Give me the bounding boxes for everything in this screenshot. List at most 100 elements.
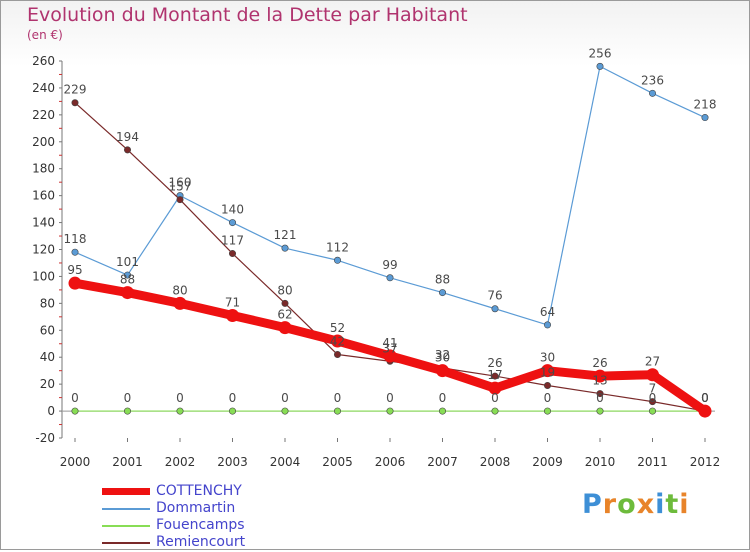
y-tick-label: 60 — [40, 323, 55, 337]
data-point-cottenchy — [436, 364, 449, 378]
x-tick-label: 2006 — [375, 455, 406, 469]
data-label-dommartin: 64 — [540, 305, 555, 319]
data-label-remiencourt: 229 — [64, 83, 87, 97]
data-label-fouencamps: 0 — [701, 391, 709, 405]
data-point-cottenchy — [226, 308, 239, 322]
data-point-remiencourt — [124, 146, 132, 154]
data-label-remiencourt: 13 — [592, 374, 607, 388]
data-point-dommartin — [281, 244, 289, 252]
data-label-dommartin: 218 — [694, 98, 717, 112]
data-point-cottenchy — [383, 349, 397, 363]
legend-swatch-cottenchy — [102, 488, 150, 495]
data-label-remiencourt: 117 — [221, 234, 244, 248]
data-point-dommartin — [229, 219, 237, 227]
y-tick-label: 160 — [32, 189, 55, 203]
x-tick-label: 2009 — [532, 455, 563, 469]
data-point-dommartin — [701, 114, 709, 122]
data-label-cottenchy: 17 — [487, 368, 502, 382]
data-point-fouencamps — [176, 407, 184, 415]
data-label-remiencourt: 7 — [649, 382, 657, 396]
y-tick-label: -20 — [35, 431, 55, 445]
data-label-dommartin: 140 — [221, 203, 244, 217]
data-label-dommartin: 256 — [589, 46, 612, 60]
data-label-dommartin: 118 — [64, 232, 87, 246]
data-point-cottenchy — [488, 381, 502, 395]
data-label-cottenchy: 71 — [225, 295, 240, 309]
legend-label-fouencamps: Fouencamps — [156, 517, 245, 533]
data-label-fouencamps: 0 — [649, 391, 657, 405]
x-tick-label: 2007 — [427, 455, 458, 469]
legend-item-remiencourt: Remiencourt — [102, 534, 402, 552]
legend-item-dommartin: Dommartin — [102, 500, 402, 518]
legend-label-cottenchy: COTTENCHY — [156, 483, 242, 499]
data-label-dommartin: 160 — [169, 176, 192, 190]
data-label-remiencourt: 80 — [277, 283, 292, 297]
data-point-fouencamps — [491, 407, 499, 415]
x-tick-label: 2012 — [690, 455, 721, 469]
data-point-fouencamps — [596, 407, 604, 415]
data-point-cottenchy — [173, 296, 187, 310]
data-point-fouencamps — [333, 407, 341, 415]
data-point-remiencourt — [543, 381, 551, 389]
data-point-cottenchy — [593, 369, 607, 383]
data-point-dommartin — [543, 321, 551, 329]
y-tick-label: 220 — [32, 108, 55, 122]
data-label-remiencourt: 157 — [169, 180, 192, 194]
data-point-dommartin — [648, 89, 656, 97]
proxiti-logo: Proxiti — [582, 489, 690, 520]
data-label-fouencamps: 0 — [71, 391, 79, 405]
data-point-remiencourt — [229, 250, 237, 258]
y-tick-label: 140 — [32, 216, 55, 230]
data-label-remiencourt: 0 — [701, 391, 709, 405]
data-label-fouencamps: 0 — [281, 391, 289, 405]
data-label-cottenchy: 26 — [592, 356, 607, 370]
data-point-remiencourt — [648, 398, 656, 406]
data-point-fouencamps — [648, 407, 656, 415]
legend-item-cottenchy: COTTENCHY — [102, 483, 402, 501]
data-point-dommartin — [124, 271, 132, 279]
data-label-fouencamps: 0 — [596, 391, 604, 405]
x-tick-label: 2001 — [112, 455, 143, 469]
data-label-dommartin: 88 — [435, 273, 450, 287]
data-point-dommartin — [438, 289, 446, 297]
y-tick-label: 120 — [32, 243, 55, 257]
data-label-remiencourt: 42 — [330, 335, 345, 349]
data-point-remiencourt — [491, 372, 499, 380]
data-point-dommartin — [333, 256, 341, 264]
data-point-fouencamps — [281, 407, 289, 415]
series-line-dommartin — [74, 65, 706, 326]
data-point-remiencourt — [596, 390, 604, 398]
data-label-remiencourt: 26 — [487, 356, 502, 370]
data-label-dommartin: 76 — [487, 289, 502, 303]
legend-item-fouencamps: Fouencamps — [102, 517, 402, 535]
data-label-remiencourt: 19 — [540, 365, 555, 379]
data-label-cottenchy: 62 — [277, 308, 292, 322]
data-label-fouencamps: 0 — [386, 391, 394, 405]
data-label-remiencourt: 32 — [435, 348, 450, 362]
data-label-fouencamps: 0 — [439, 391, 447, 405]
data-label-fouencamps: 0 — [544, 391, 552, 405]
x-tick-label: 2008 — [480, 455, 511, 469]
legend-swatch-remiencourt — [102, 542, 150, 544]
y-tick-label: 260 — [32, 54, 55, 68]
data-point-fouencamps — [386, 407, 394, 415]
data-label-cottenchy: 95 — [67, 263, 82, 277]
data-point-fouencamps — [543, 407, 551, 415]
data-label-dommartin: 99 — [382, 258, 397, 272]
data-point-remiencourt — [71, 99, 79, 107]
data-point-remiencourt — [333, 351, 341, 359]
data-label-fouencamps: 0 — [334, 391, 342, 405]
data-label-dommartin: 236 — [641, 73, 664, 87]
data-point-dommartin — [491, 305, 499, 313]
legend-swatch-fouencamps — [102, 525, 150, 527]
legend-swatch-dommartin — [102, 508, 150, 510]
data-point-cottenchy — [331, 334, 344, 348]
y-tick-label: 40 — [40, 350, 55, 364]
data-label-dommartin: 112 — [326, 240, 349, 254]
data-label-dommartin: 101 — [116, 255, 139, 269]
x-tick-label: 2002 — [165, 455, 196, 469]
y-tick-label: 180 — [32, 162, 55, 176]
x-tick-label: 2010 — [585, 455, 616, 469]
data-point-cottenchy — [68, 276, 82, 290]
